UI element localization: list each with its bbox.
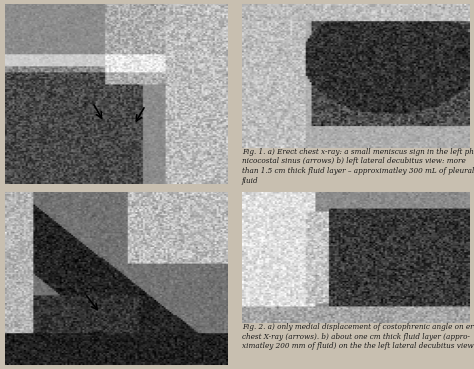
Text: Fig. 1. a) Erect chest x-ray: a small meniscus sign in the left phre-
nicocostal: Fig. 1. a) Erect chest x-ray: a small me… (242, 148, 474, 185)
Text: Fig. 2. a) only medial displacement of costophrenic angle on erect
chest X-ray (: Fig. 2. a) only medial displacement of c… (242, 323, 474, 351)
